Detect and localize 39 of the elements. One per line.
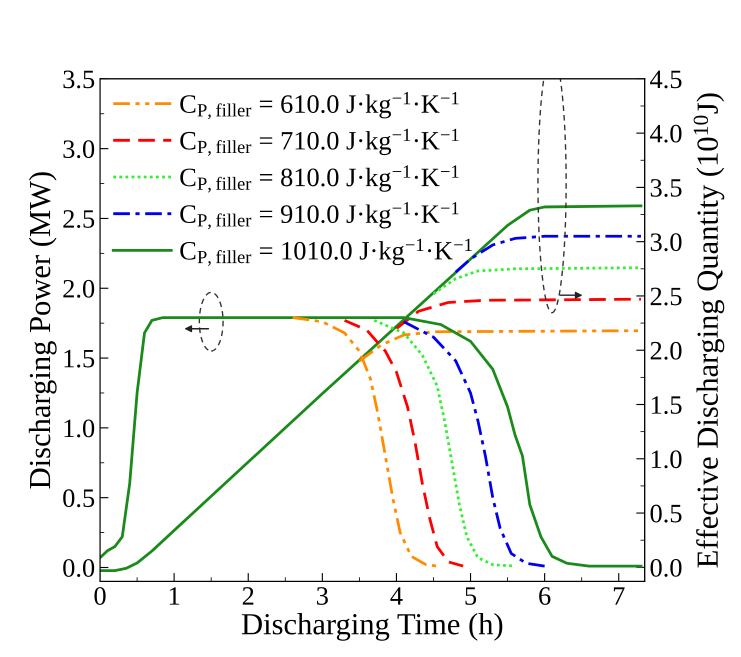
y-tick-label: 3.0 <box>63 140 94 158</box>
legend-label: C$_{P,filler}$ = 1010.0 J·kg$^{−1}$·K$^{−1}$ <box>180 238 472 266</box>
legend-label: C$_{P,filler}$ = 610.0 J·kg$^{−1}$·K$^{−1}$ <box>180 92 459 120</box>
y-tick-label: 2.0 <box>63 280 94 298</box>
y2-tick-label: 2.5 <box>650 288 682 306</box>
x-tick-label: 0 <box>94 587 106 605</box>
y2-tick-label: 4.0 <box>650 124 682 143</box>
y2-tick-label: 4.5 <box>650 70 682 88</box>
x-tick-label: 3 <box>317 587 328 605</box>
y2-tick-label: 1.0 <box>652 450 682 468</box>
y-axis-title: Discharging Power (MW) <box>28 172 57 489</box>
x-axis-title: Discharging Time (h) <box>242 613 502 641</box>
legend-label: C$_{P,filler}$ = 910.0 J·kg$^{−1}$·K$^{−1}$ <box>180 202 459 230</box>
y-tick-label: 3.5 <box>63 70 94 88</box>
line-series <box>343 318 465 568</box>
legend-label: C$_{P,filler}$ = 710.0 J·kg$^{−1}$·K$^{−1}$ <box>180 128 459 156</box>
y2-axis-title: Effective Discharging Quantity (10$^{10}$J) <box>694 93 724 568</box>
line-series <box>395 298 642 330</box>
y-tick-label: 1.0 <box>64 419 94 438</box>
y2-tick-label: 0.0 <box>650 558 682 577</box>
legend-label: C$_{P,filler}$ = 810.0 J·kg$^{−1}$·K$^{−1}$ <box>180 165 459 193</box>
y2-tick-label: 3.0 <box>650 233 682 252</box>
y-tick-label: 0.0 <box>63 559 94 578</box>
y-tick-label: 2.5 <box>63 210 94 228</box>
line-series <box>454 234 642 274</box>
y-tick-label: 1.5 <box>64 350 94 368</box>
y2-tick-label: 0.5 <box>650 504 682 523</box>
x-tick-label: 2 <box>242 587 254 605</box>
line-series <box>402 320 546 568</box>
y2-tick-label: 3.5 <box>650 179 682 197</box>
x-tick-label: 7 <box>614 587 625 605</box>
y2-tick-label: 1.5 <box>652 396 682 414</box>
y-tick-label: 0.5 <box>63 489 94 508</box>
y2-tick-label: 2.0 <box>650 342 682 360</box>
x-tick-label: 4 <box>390 587 403 605</box>
x-tick-label: 5 <box>465 587 476 605</box>
line-series <box>100 204 642 572</box>
x-tick-label: 6 <box>539 587 550 605</box>
x-tick-label: 1 <box>170 587 180 605</box>
